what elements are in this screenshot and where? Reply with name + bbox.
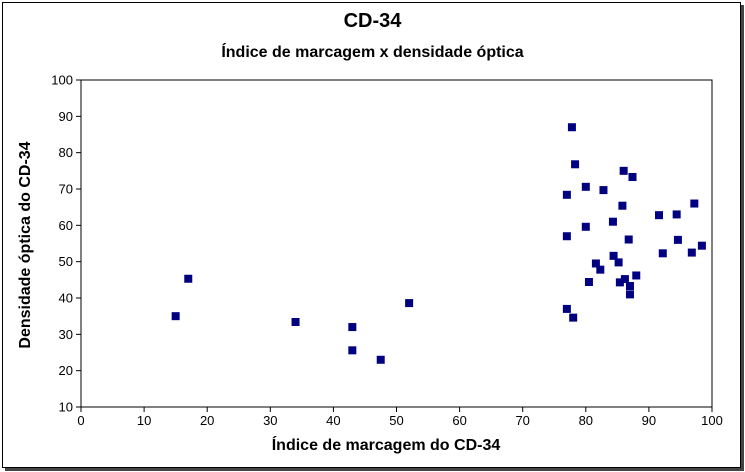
data-point — [608, 217, 617, 226]
x-tick-label: 80 — [579, 413, 593, 428]
y-tick-label: 10 — [59, 400, 73, 415]
x-tick-label: 60 — [452, 413, 466, 428]
y-tick-label: 50 — [59, 254, 73, 269]
y-tick-label: 40 — [59, 291, 73, 306]
data-point — [571, 160, 580, 169]
data-point — [184, 274, 193, 283]
x-tick-label: 0 — [77, 413, 84, 428]
data-point — [581, 222, 590, 231]
data-point — [624, 235, 633, 244]
data-point — [687, 248, 696, 257]
y-tick-label: 30 — [59, 327, 73, 342]
data-point — [625, 282, 634, 291]
data-point — [171, 312, 180, 321]
data-point — [615, 278, 624, 287]
y-tick-label: 90 — [59, 109, 73, 124]
data-point — [348, 346, 357, 355]
data-point — [609, 251, 618, 260]
data-point — [620, 275, 629, 284]
data-point — [567, 123, 576, 132]
x-tick-label: 30 — [263, 413, 277, 428]
data-point — [673, 235, 682, 244]
x-tick-label: 20 — [200, 413, 214, 428]
data-point — [581, 182, 590, 191]
y-tick-label: 100 — [51, 73, 73, 88]
y-tick-label: 60 — [59, 218, 73, 233]
data-point — [599, 186, 608, 195]
data-point — [596, 265, 605, 274]
data-point — [348, 323, 357, 332]
plot-area-border — [80, 79, 713, 408]
y-tick-label: 80 — [59, 145, 73, 160]
data-point — [672, 210, 681, 219]
data-point — [614, 258, 623, 267]
data-point — [628, 173, 637, 182]
data-point — [562, 304, 571, 313]
data-point — [405, 299, 414, 308]
data-point — [569, 313, 578, 322]
x-tick-label: 10 — [137, 413, 151, 428]
data-point — [376, 355, 385, 364]
data-point — [291, 317, 300, 326]
x-tick-label: 70 — [515, 413, 529, 428]
y-tick-label: 20 — [59, 363, 73, 378]
x-tick-label: 40 — [326, 413, 340, 428]
chart-title: CD-34 — [343, 10, 402, 32]
data-point — [584, 278, 593, 287]
x-axis-title: Índice de marcagem do CD-34 — [272, 435, 501, 454]
data-point — [654, 211, 663, 220]
data-point — [625, 290, 634, 299]
data-point — [658, 249, 667, 258]
data-point — [618, 201, 627, 210]
x-tick-label: 100 — [701, 413, 723, 428]
y-axis-title: Densidade óptica do CD-34 — [17, 141, 34, 348]
x-tick-label: 50 — [389, 413, 403, 428]
data-point — [562, 232, 571, 241]
data-point — [591, 259, 600, 268]
data-point — [562, 190, 571, 199]
data-point — [619, 166, 628, 175]
data-point — [697, 241, 706, 250]
y-tick-label: 70 — [59, 182, 73, 197]
data-point — [690, 199, 699, 208]
x-tick-label: 90 — [642, 413, 656, 428]
chart-subtitle: Índice de marcagem x densidade óptica — [221, 44, 524, 61]
data-point — [632, 271, 641, 280]
